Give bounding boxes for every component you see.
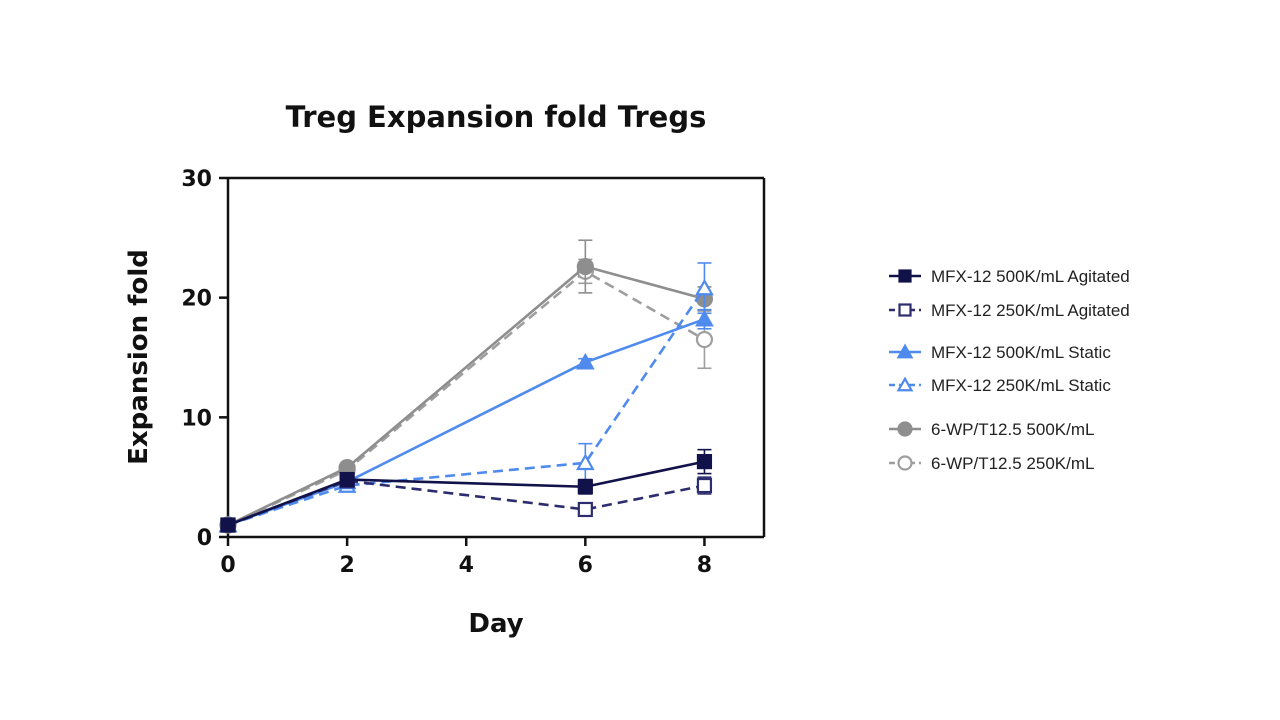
legend-marker xyxy=(897,455,913,471)
legend-item: 6-WP/T12.5 250K/mL xyxy=(889,454,1094,473)
legend: MFX-12 500K/mL Agitated MFX-12 250K/mL Ag… xyxy=(889,267,1130,473)
legend-item: MFX-12 500K/mL Agitated xyxy=(889,267,1130,286)
series-5 xyxy=(219,258,714,534)
legend-label: MFX-12 250K/mL Static xyxy=(931,376,1111,395)
y-tick-label: 0 xyxy=(197,526,212,551)
data-point xyxy=(695,330,714,349)
series-3 xyxy=(218,262,714,533)
data-point xyxy=(577,479,593,495)
plot-area: 0 2 4 6 8 0 10 20 30 xyxy=(181,167,766,578)
data-point xyxy=(576,257,594,276)
series-line xyxy=(227,287,706,527)
y-tick-label: 30 xyxy=(181,167,212,192)
legend-label: 6-WP/T12.5 500K/mL xyxy=(931,420,1094,439)
legend-item: 6-WP/T12.5 500K/mL xyxy=(889,420,1094,439)
legend-label: MFX-12 250K/mL Agitated xyxy=(931,301,1130,320)
chart-title: Treg Expansion fold Tregs xyxy=(286,100,707,134)
legend-marker xyxy=(896,343,914,359)
series-line xyxy=(227,460,705,527)
series-0 xyxy=(220,448,713,533)
data-point xyxy=(220,517,236,533)
series-line xyxy=(227,479,705,527)
x-tick-label: 0 xyxy=(220,553,235,578)
legend-item: MFX-12 500K/mL Static xyxy=(889,343,1111,362)
data-point xyxy=(575,352,595,370)
y-tick-label: 20 xyxy=(181,287,212,312)
y-axis-title: Expansion fold xyxy=(124,249,154,465)
axis-ticks: 0 2 4 6 8 0 10 20 30 xyxy=(181,167,712,578)
data-point xyxy=(339,471,355,488)
legend-marker xyxy=(896,376,914,392)
legend-marker xyxy=(898,303,912,317)
data-point xyxy=(696,477,713,494)
legend-label: 6-WP/T12.5 250K/mL xyxy=(931,454,1094,473)
x-tick-label: 4 xyxy=(459,553,474,578)
y-tick-label: 10 xyxy=(181,406,212,431)
x-axis-title: Day xyxy=(468,609,523,639)
x-tick-label: 2 xyxy=(339,553,354,578)
data-point xyxy=(577,501,593,518)
data-point xyxy=(575,453,595,471)
legend-item: MFX-12 250K/mL Static xyxy=(889,376,1111,395)
legend-label: MFX-12 500K/mL Static xyxy=(931,343,1111,362)
series-line xyxy=(227,270,706,527)
series-line xyxy=(227,265,705,527)
data-point xyxy=(695,309,714,327)
x-tick-label: 8 xyxy=(697,553,712,578)
legend-marker xyxy=(897,421,913,437)
series-layer xyxy=(218,239,714,534)
legend-item: MFX-12 250K/mL Agitated xyxy=(889,301,1130,320)
legend-marker xyxy=(898,269,912,283)
data-point xyxy=(695,278,714,296)
legend-label: MFX-12 500K/mL Agitated xyxy=(931,267,1130,286)
data-point xyxy=(696,454,713,470)
x-tick-label: 6 xyxy=(578,553,593,578)
